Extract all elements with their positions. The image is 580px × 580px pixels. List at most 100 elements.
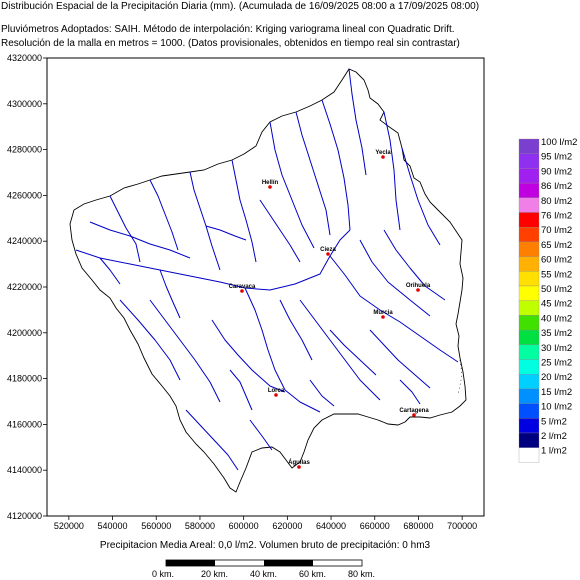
y-tick-label: 4180000 xyxy=(7,374,42,384)
city-marker xyxy=(326,252,330,256)
legend-swatch xyxy=(518,271,540,287)
city-marker xyxy=(240,289,244,293)
scale-label: 40 km. xyxy=(250,569,278,579)
legend-label: 45 l/m2 xyxy=(541,299,572,310)
coast-islet xyxy=(457,359,463,396)
city-marker xyxy=(297,465,301,469)
x-tick-label: 540000 xyxy=(98,521,128,531)
legend-label: 100 l/m2 xyxy=(541,137,577,148)
city-marker xyxy=(381,315,385,319)
city-markers: Yecla Hellín Cieza Caravaca Orihuela Murcia Lo… xyxy=(229,150,431,469)
legend-swatch xyxy=(518,256,540,272)
legend-label: 76 l/m2 xyxy=(541,211,572,222)
x-tick-label: 560000 xyxy=(141,521,171,531)
x-tick-label: 680000 xyxy=(403,521,433,531)
y-tick-label: 4260000 xyxy=(7,190,42,200)
x-tick-label: 700000 xyxy=(447,521,477,531)
y-tick-label: 4280000 xyxy=(7,145,42,155)
y-axis: 4320000 4300000 4280000 4260000 4240000 42200… xyxy=(7,53,47,521)
legend-label: 95 l/m2 xyxy=(541,152,572,163)
city-label: Águilas xyxy=(288,459,310,466)
y-tick-label: 4220000 xyxy=(7,282,42,292)
city-label: Hellín xyxy=(262,180,279,186)
city-label: Murcia xyxy=(373,310,393,316)
legend-label: 20 l/m2 xyxy=(541,372,572,383)
areal-precipitation-summary: Precipitacion Media Areal: 0,0 l/m2. Vol… xyxy=(99,540,431,551)
precipitation-legend: 100 l/m2 95 l/m2 90 l/m2 86 l/m2 80 l/m2 76 l… xyxy=(518,137,577,463)
scale-label: 80 km. xyxy=(348,569,376,579)
resolution-note: Resolución de la malla en metros = 1000.… xyxy=(1,38,460,49)
legend-swatch xyxy=(518,418,540,434)
legend-label: 55 l/m2 xyxy=(541,269,572,280)
y-tick-label: 4120000 xyxy=(7,511,42,521)
y-tick-label: 4300000 xyxy=(7,99,42,109)
legend-swatch xyxy=(518,285,540,301)
legend-swatch xyxy=(518,241,540,257)
legend-label: 2 l/m2 xyxy=(541,431,567,442)
x-tick-label: 520000 xyxy=(54,521,84,531)
legend-swatch xyxy=(518,344,540,360)
scale-label: 0 km. xyxy=(152,569,175,579)
legend-swatch xyxy=(518,315,540,331)
legend-swatch xyxy=(518,182,540,198)
legend-label: 90 l/m2 xyxy=(541,166,572,177)
city-label: Orihuela xyxy=(406,283,431,289)
legend-label: 50 l/m2 xyxy=(541,284,572,295)
x-axis: 520000 540000 560000 580000 600000 620000 6400… xyxy=(54,516,477,531)
legend-swatch xyxy=(518,153,540,169)
y-tick-label: 4160000 xyxy=(7,419,42,429)
legend-label: 80 l/m2 xyxy=(541,196,572,207)
city-marker xyxy=(381,155,385,159)
scale-bar xyxy=(165,559,363,567)
city-marker xyxy=(416,288,420,292)
legend-label: 60 l/m2 xyxy=(541,255,572,266)
legend-swatch xyxy=(518,359,540,375)
scale-label: 60 km. xyxy=(299,569,327,579)
legend-label: 40 l/m2 xyxy=(541,313,572,324)
city-label: Yecla xyxy=(375,150,391,156)
y-tick-label: 4140000 xyxy=(7,465,42,475)
legend-label: 65 l/m2 xyxy=(541,240,572,251)
city-marker xyxy=(412,413,416,417)
city-label: Lorca xyxy=(268,388,285,394)
method-description: Pluviómetros Adoptados: SAIH. Método de … xyxy=(1,24,455,35)
map-title: Distribución Espacial de la Precipitació… xyxy=(1,1,480,12)
legend-label: 70 l/m2 xyxy=(541,225,572,236)
legend-swatch xyxy=(518,447,540,463)
y-tick-label: 4200000 xyxy=(7,328,42,338)
city-marker xyxy=(274,393,278,397)
y-tick-label: 4240000 xyxy=(7,236,42,246)
x-tick-label: 660000 xyxy=(360,521,390,531)
city-label: Cartagena xyxy=(399,408,429,414)
legend-swatch xyxy=(518,227,540,243)
legend-label: 35 l/m2 xyxy=(541,328,572,339)
legend-label: 25 l/m2 xyxy=(541,358,572,369)
y-tick-label: 4320000 xyxy=(7,53,42,63)
city-marker xyxy=(268,185,272,189)
x-tick-label: 580000 xyxy=(185,521,215,531)
legend-swatch xyxy=(518,388,540,404)
scale-label: 20 km. xyxy=(201,569,229,579)
legend-swatch xyxy=(518,300,540,316)
legend-swatch xyxy=(518,168,540,184)
city-label: Caravaca xyxy=(229,284,256,290)
legend-swatch xyxy=(518,432,540,448)
city-label: Cieza xyxy=(320,247,336,253)
x-tick-label: 640000 xyxy=(316,521,346,531)
legend-swatch xyxy=(518,329,540,345)
river-network xyxy=(75,68,459,471)
legend-swatch xyxy=(518,197,540,213)
x-tick-label: 600000 xyxy=(229,521,259,531)
legend-swatch xyxy=(518,403,540,419)
basin-outline xyxy=(69,68,467,493)
legend-swatch xyxy=(518,138,540,154)
legend-label: 5 l/m2 xyxy=(541,416,567,427)
legend-label: 1 l/m2 xyxy=(541,446,567,457)
legend-swatch xyxy=(518,374,540,390)
legend-label: 10 l/m2 xyxy=(541,402,572,413)
x-tick-label: 620000 xyxy=(272,521,302,531)
legend-swatch xyxy=(518,212,540,228)
legend-label: 30 l/m2 xyxy=(541,343,572,354)
legend-label: 86 l/m2 xyxy=(541,181,572,192)
